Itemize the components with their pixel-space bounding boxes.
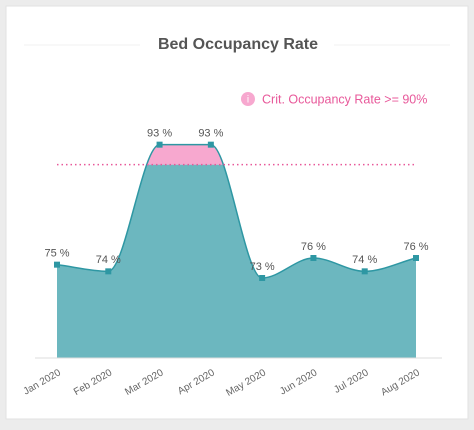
data-label: 93 % <box>147 128 172 140</box>
data-label: 73 % <box>250 261 275 273</box>
marker <box>207 141 214 148</box>
marker <box>259 275 266 281</box>
critical-area <box>146 144 224 165</box>
chart-title: Bed Occupancy Rate <box>158 36 318 53</box>
marker <box>105 268 112 275</box>
data-label: 93 % <box>198 128 223 140</box>
data-label: 74 % <box>96 254 121 266</box>
marker <box>361 268 368 275</box>
data-label: 76 % <box>301 241 326 253</box>
marker <box>413 255 419 261</box>
data-label: 75 % <box>44 248 69 260</box>
legend-label: Crit. Occupancy Rate >= 90% <box>262 92 427 106</box>
legend-icon: i <box>247 95 249 106</box>
marker <box>54 261 60 268</box>
data-label: 74 % <box>352 254 377 266</box>
legend-icon-bg <box>241 92 255 106</box>
line <box>56 143 417 279</box>
marker <box>156 141 163 148</box>
data-label: 76 % <box>403 241 428 253</box>
area <box>57 164 416 358</box>
marker <box>310 255 317 261</box>
